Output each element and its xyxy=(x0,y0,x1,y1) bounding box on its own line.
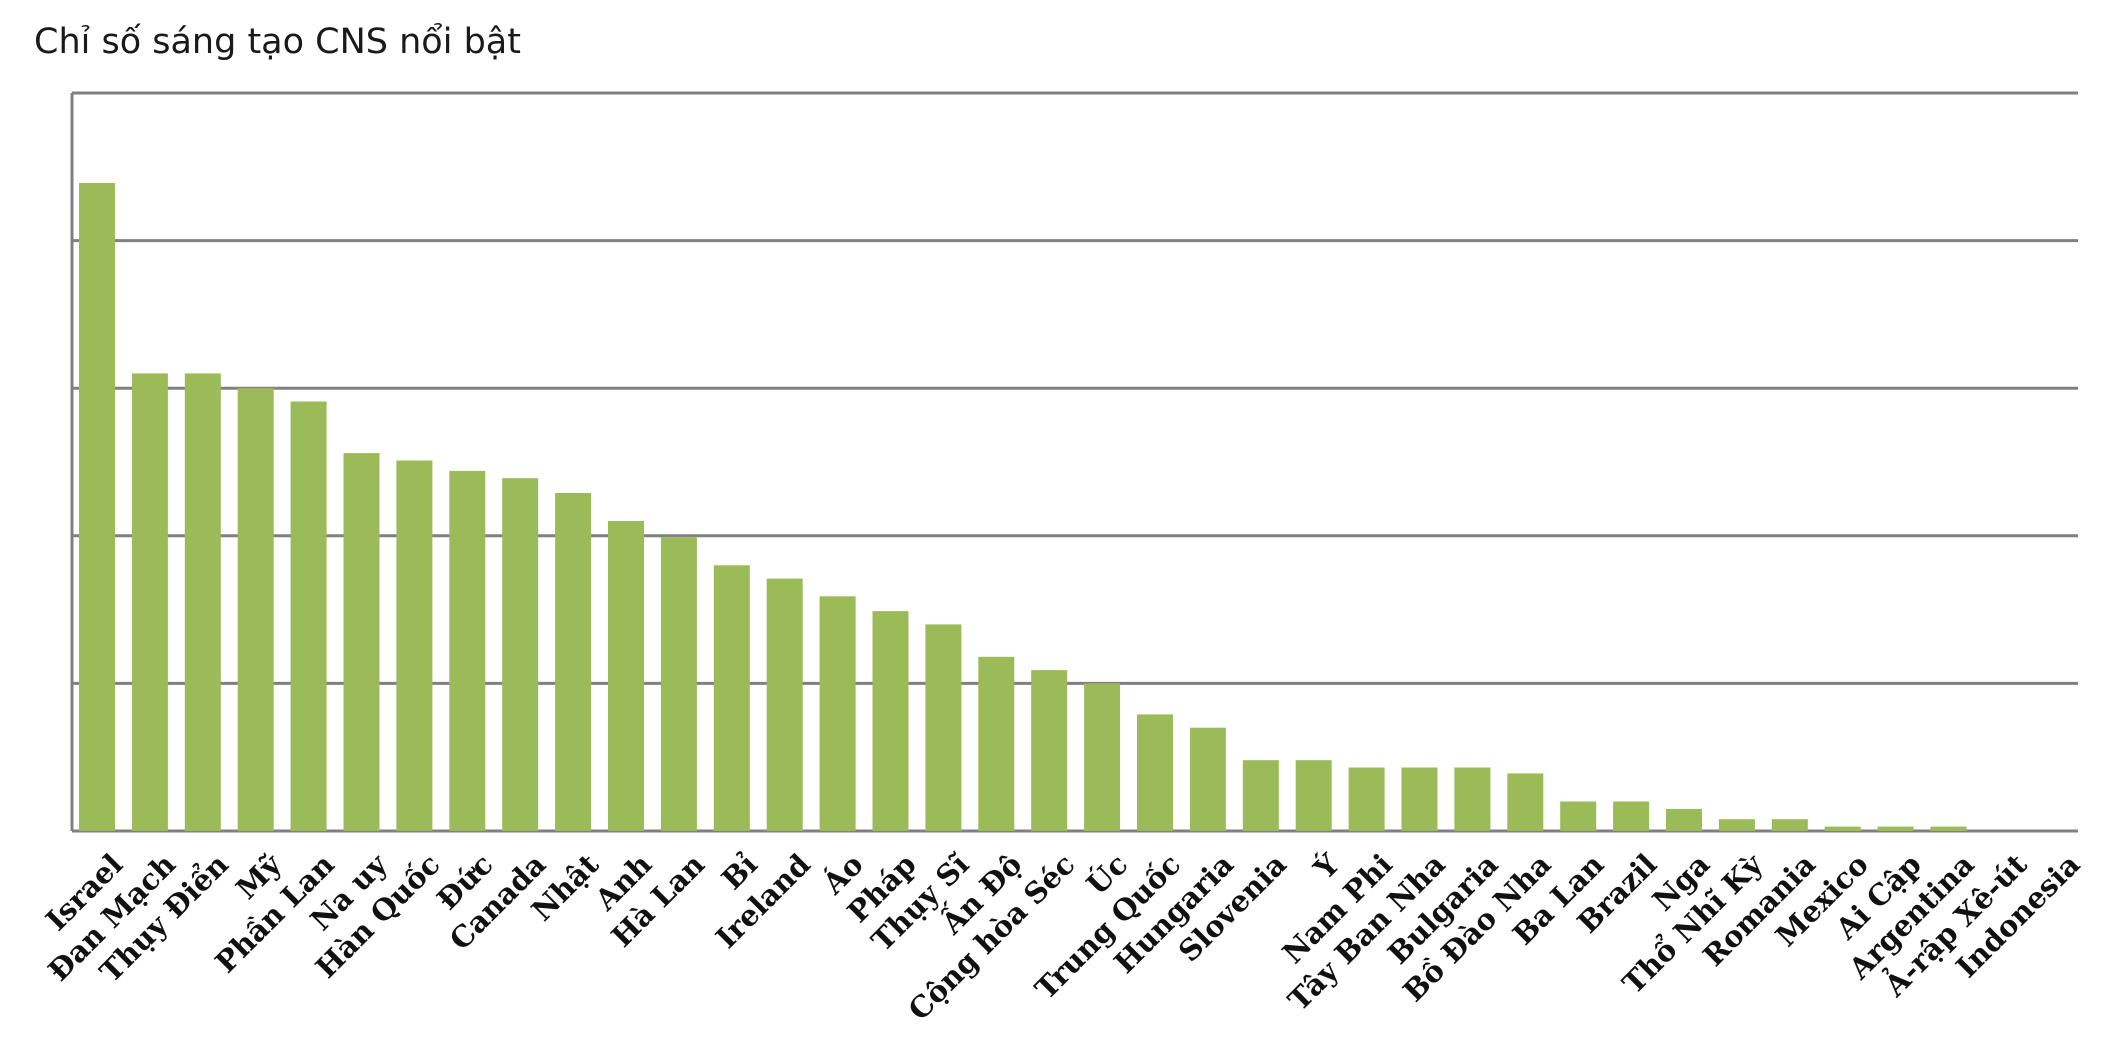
bar-21 xyxy=(1189,727,1226,831)
bar-35 xyxy=(1930,826,1967,831)
bar-11 xyxy=(660,537,697,831)
bar-17 xyxy=(978,656,1015,831)
bar-9 xyxy=(555,493,592,831)
bar-0 xyxy=(79,183,115,831)
bar-22 xyxy=(1242,760,1279,831)
bar-7 xyxy=(449,470,486,831)
bar-29 xyxy=(1613,801,1650,831)
bar-6 xyxy=(396,460,433,831)
bar-23 xyxy=(1295,760,1332,831)
bar-8 xyxy=(502,478,539,831)
bar-24 xyxy=(1348,767,1385,831)
bar-2 xyxy=(184,373,221,831)
bar-19 xyxy=(1084,683,1121,831)
bar-26 xyxy=(1454,767,1491,831)
bar-13 xyxy=(766,578,803,831)
bar-10 xyxy=(608,521,644,831)
bar-5 xyxy=(343,453,380,831)
bar-32 xyxy=(1771,819,1808,831)
bar-16 xyxy=(925,624,962,831)
bar-20 xyxy=(1137,714,1173,831)
bar-4 xyxy=(290,401,327,831)
bar-28 xyxy=(1560,801,1597,831)
bar-18 xyxy=(1031,670,1068,831)
bar-14 xyxy=(819,596,856,831)
bar-3 xyxy=(237,388,274,831)
bar-31 xyxy=(1718,819,1755,831)
bar-34 xyxy=(1877,826,1914,831)
bar-25 xyxy=(1401,767,1438,831)
bar-12 xyxy=(713,565,750,831)
bars xyxy=(79,183,1967,831)
chart-title: Chỉ số sáng tạo CNS nổi bật xyxy=(34,22,521,62)
bar-30 xyxy=(1666,808,1702,831)
bar-1 xyxy=(131,373,168,831)
bar-27 xyxy=(1507,773,1544,831)
bar-33 xyxy=(1824,826,1861,831)
bar-15 xyxy=(872,611,909,831)
